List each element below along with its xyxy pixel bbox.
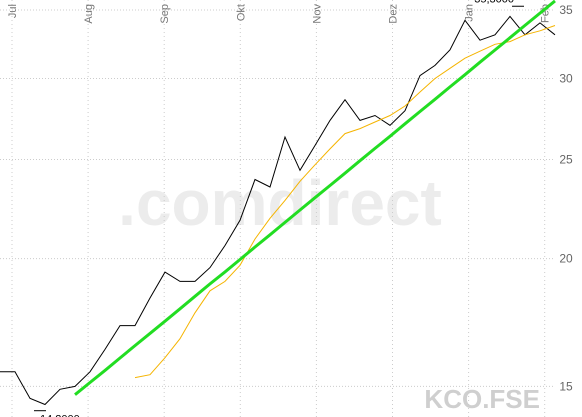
symbol-label: KCO.FSE: [424, 384, 540, 414]
y-tick-label: 25: [559, 152, 573, 166]
y-tick-label: 15: [559, 379, 573, 393]
x-tick-label: Dez: [388, 4, 400, 24]
x-tick-label: Jul: [7, 4, 19, 18]
line-series: [134, 25, 556, 379]
line-series: [74, 0, 556, 396]
annotation: 35,3000: [474, 0, 514, 5]
x-tick-label: Feb: [540, 4, 552, 23]
x-tick-label: Sep: [159, 4, 171, 24]
annotation: 14,2000: [40, 414, 80, 417]
x-tick-label: Aug: [83, 4, 95, 24]
x-tick-label: Nov: [311, 4, 323, 24]
x-tick-label: Okt: [235, 4, 247, 21]
y-tick-label: 20: [559, 252, 573, 266]
x-tick-label: Jan: [464, 4, 476, 22]
line-series: [0, 15, 556, 406]
y-tick-label: 35: [559, 3, 573, 17]
y-tick-label: 30: [559, 72, 573, 86]
